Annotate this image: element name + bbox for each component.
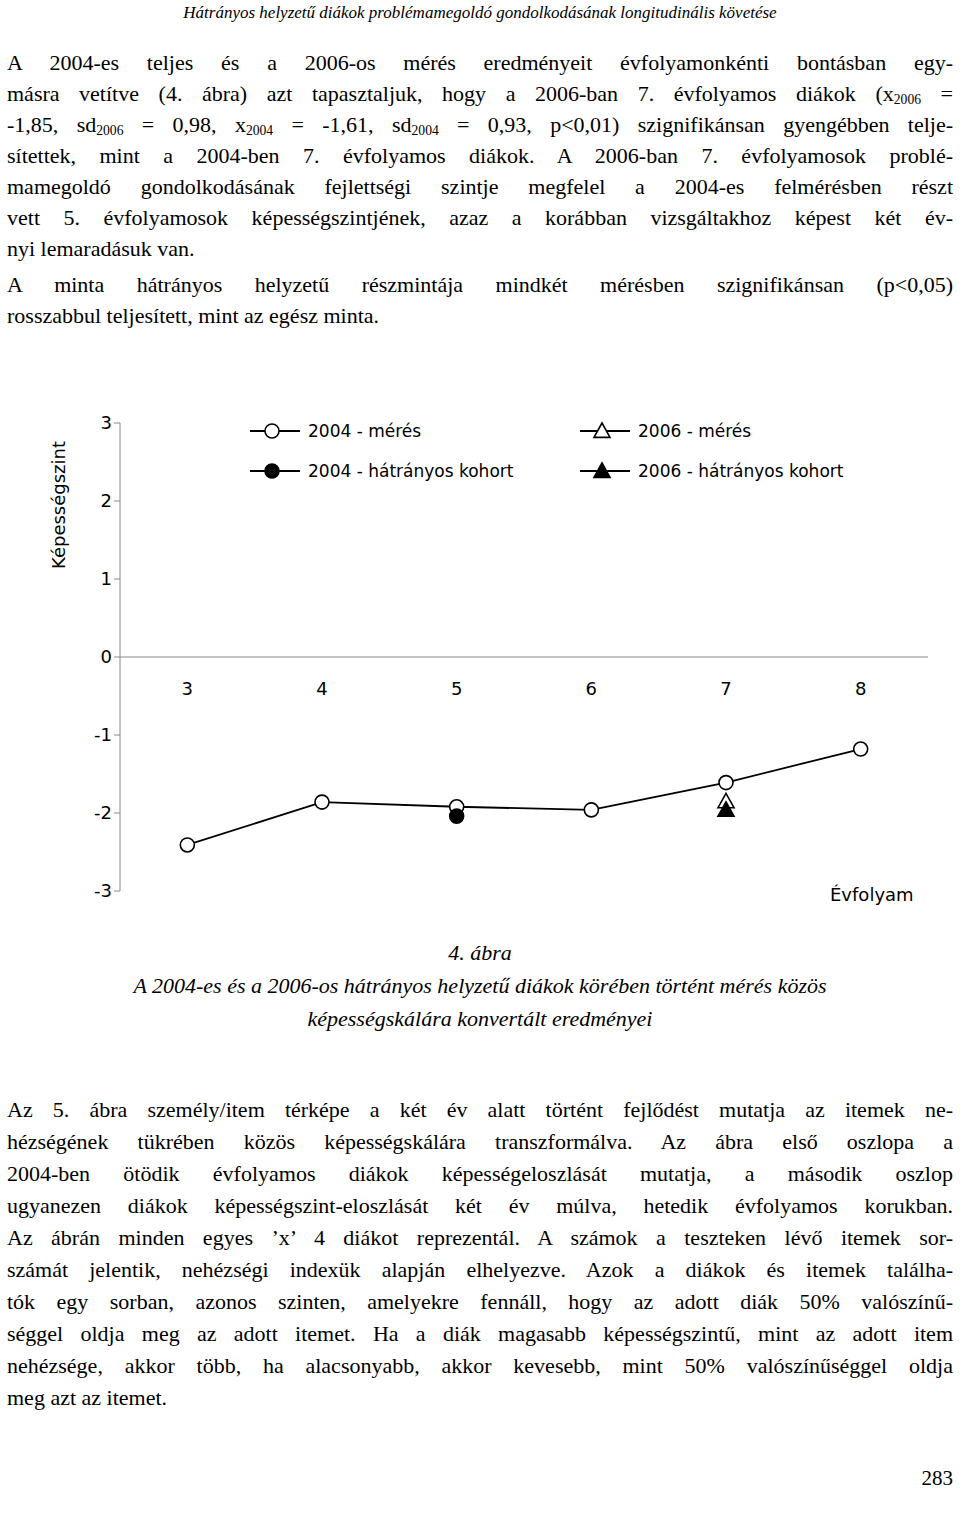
svg-text:-2: -2 (94, 802, 112, 823)
svg-text:2: 2 (101, 490, 112, 511)
html-text:A 2004-es teljes és a 2006-os: A 2004-es teljes és a 2006-os mérés ered… (7, 50, 953, 75)
html-text:2004 - hátrányos kohort: 2004 - hátrányos kohort (308, 461, 514, 481)
svg-text:1: 1 (101, 568, 112, 589)
html-text:nyi lemaradásuk van.: nyi lemaradásuk van. (7, 236, 195, 261)
html-text:A minta hátrányos helyzetű rés: A minta hátrányos helyzetű részmintája m… (7, 272, 953, 297)
svg-text:4: 4 (316, 678, 327, 699)
html-text:meg azt az itemet.: meg azt az itemet. (7, 1385, 167, 1410)
svg-text:6: 6 (586, 678, 597, 699)
html-text:sítettek, mint a 2004-ben 7. é: sítettek, mint a 2004-ben 7. évfolyamos … (7, 143, 953, 168)
svg-text:8: 8 (855, 678, 866, 699)
svg-text:3: 3 (182, 678, 193, 699)
html-text:mamegoldó gondolkodásának fejl: mamegoldó gondolkodásának fejlettségi sz… (7, 174, 953, 199)
html-text:Hátrányos helyzetű diákok prob: Hátrányos helyzetű diákok problémamegold… (183, 3, 777, 22)
html-text:számát jelentik, nehézségi ind: számát jelentik, nehézségi indexük alapj… (7, 1257, 953, 1282)
html-text:283: 283 (921, 1466, 953, 1490)
html-text:2006 - mérés: 2006 - mérés (638, 421, 752, 441)
html-text:nehézsége, akkor több, ha alac: nehézsége, akkor több, ha alacsonyabb, a… (7, 1353, 953, 1378)
html-text:másra vetítve (4. ábra) azt ta: másra vetítve (4. ábra) azt tapasztaljuk… (7, 81, 953, 108)
html-text:tók egy sorban, azonos szinten: tók egy sorban, azonos szinten, amelyekr… (7, 1289, 953, 1314)
html-text:2004 - mérés: 2004 - mérés (308, 421, 422, 441)
svg-text:3: 3 (101, 412, 112, 433)
html-text:4. ábra: 4. ábra (448, 940, 512, 965)
html-text:rosszabbul teljesített, mint a: rosszabbul teljesített, mint az egész mi… (7, 303, 380, 328)
html-text:képességskálára konvertált ere: képességskálára konvertált eredményei (307, 1006, 653, 1031)
svg-text:-3: -3 (94, 880, 112, 901)
html-text:séggel oldja meg az adott item: séggel oldja meg az adott itemet. Ha a d… (7, 1321, 953, 1346)
html-text:2004-ben ötödik évfolyamos diá: 2004-ben ötödik évfolyamos diákok képess… (7, 1161, 953, 1186)
html-text:2006 - hátrányos kohort: 2006 - hátrányos kohort (638, 461, 844, 481)
html-text:Az 5. ábra személy/item térkép: Az 5. ábra személy/item térképe a két év… (7, 1097, 953, 1122)
html-text:ugyanezen diákok képességszint: ugyanezen diákok képességszint-eloszlásá… (7, 1193, 953, 1218)
html-text:Évfolyam: Évfolyam (830, 884, 914, 905)
html-text:vett 5. évfolyamosok képességs: vett 5. évfolyamosok képességszintjének,… (7, 205, 953, 230)
html-text:-1,85, sd2006= 0,98, x2004= -1: -1,85, sd2006= 0,98, x2004= -1,61, sd200… (7, 112, 953, 139)
svg-text:7: 7 (720, 678, 731, 699)
html-text:Képességszint: Képességszint (47, 441, 69, 569)
html-text:A 2004-es és a 2006-os hátrány: A 2004-es és a 2006-os hátrányos helyzet… (133, 973, 827, 998)
svg-text:-1: -1 (94, 724, 112, 745)
html-text:Az ábrán minden egyes ’x’ 4 di: Az ábrán minden egyes ’x’ 4 diákot repre… (7, 1225, 953, 1250)
svg-text:5: 5 (451, 678, 462, 699)
svg-text:0: 0 (101, 646, 112, 667)
html-text:hézségének tükrében közös képe: hézségének tükrében közös képességskálár… (7, 1129, 953, 1154)
